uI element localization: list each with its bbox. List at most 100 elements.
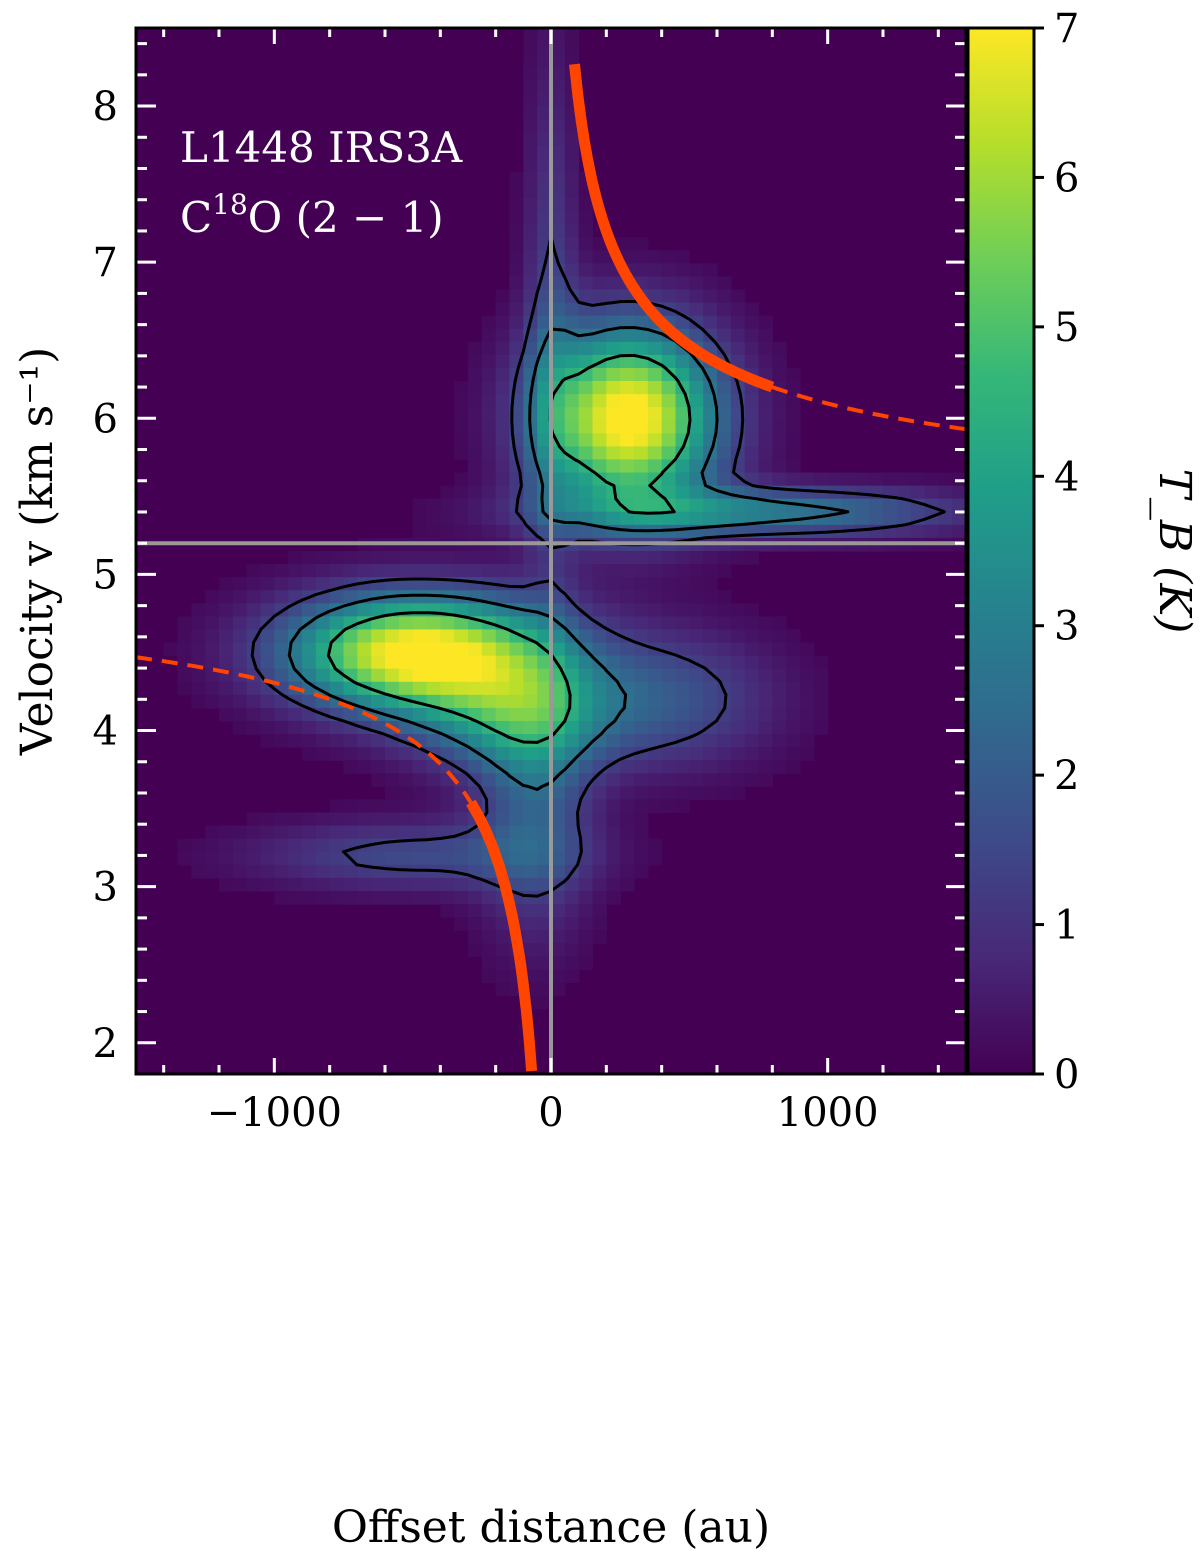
heatmap-cell bbox=[551, 747, 566, 761]
heatmap-cell bbox=[578, 197, 594, 212]
heatmap-cell bbox=[717, 394, 732, 408]
heatmap-cell bbox=[578, 864, 594, 879]
heatmap-cell bbox=[495, 341, 511, 356]
heatmap-cell bbox=[191, 603, 206, 617]
heatmap-cell bbox=[592, 472, 607, 487]
heatmap-cell bbox=[468, 890, 483, 905]
heatmap-cell bbox=[288, 564, 303, 578]
heatmap-cell bbox=[730, 707, 746, 722]
heatmap-cell bbox=[689, 629, 704, 644]
heatmap-cell bbox=[523, 41, 538, 55]
heatmap-cell bbox=[274, 642, 289, 657]
heatmap-cell bbox=[440, 812, 455, 827]
heatmap-cell bbox=[564, 799, 580, 814]
heatmap-cell bbox=[634, 341, 649, 356]
heatmap-cell bbox=[634, 590, 649, 604]
heatmap-cell bbox=[481, 472, 497, 487]
heatmap-cell bbox=[689, 551, 704, 565]
heatmap-cell bbox=[315, 655, 331, 670]
heatmap-cell bbox=[343, 590, 358, 604]
heatmap-cell bbox=[758, 394, 773, 408]
heatmap-cell bbox=[578, 956, 594, 970]
heatmap-cell bbox=[371, 603, 386, 617]
heatmap-cell bbox=[412, 812, 428, 827]
heatmap-cell bbox=[647, 407, 663, 421]
heatmap-cell bbox=[219, 642, 234, 657]
heatmap-cell bbox=[758, 446, 773, 461]
heatmap-cell bbox=[606, 760, 621, 774]
heatmap-cell bbox=[481, 498, 497, 513]
heatmap-cell bbox=[454, 511, 469, 526]
heatmap-cell bbox=[191, 838, 206, 853]
heatmap-cell bbox=[689, 590, 704, 604]
heatmap-cell bbox=[219, 877, 234, 892]
heatmap-cell bbox=[813, 707, 829, 722]
heatmap-cell bbox=[537, 825, 552, 840]
heatmap-cell bbox=[468, 381, 483, 395]
heatmap-cell bbox=[371, 564, 386, 578]
heatmap-cell bbox=[578, 250, 594, 264]
heatmap-cell bbox=[717, 328, 732, 343]
heatmap-cell bbox=[578, 577, 594, 591]
heatmap-cell bbox=[647, 498, 663, 513]
heatmap-cell bbox=[689, 668, 704, 683]
heatmap-cell bbox=[717, 760, 732, 774]
heatmap-cell bbox=[398, 642, 414, 657]
heatmap-cell bbox=[495, 524, 511, 539]
heatmap-cell bbox=[315, 851, 331, 866]
heatmap-cell bbox=[647, 551, 663, 565]
heatmap-cell bbox=[551, 590, 566, 604]
heatmap-cell bbox=[564, 590, 580, 604]
heatmap-cell bbox=[592, 551, 607, 565]
heatmap-cell bbox=[495, 812, 511, 827]
heatmap-cell bbox=[468, 904, 483, 918]
heatmap-cell bbox=[564, 877, 580, 892]
heatmap-cell bbox=[689, 263, 704, 278]
heatmap-cell bbox=[551, 969, 566, 984]
heatmap-cell bbox=[398, 851, 414, 866]
heatmap-cell bbox=[661, 289, 677, 304]
heatmap-cell bbox=[468, 603, 483, 617]
heatmap-cell bbox=[634, 485, 649, 500]
heatmap-cell bbox=[551, 956, 566, 970]
heatmap-cell bbox=[744, 603, 760, 617]
y-tick-label: 7 bbox=[93, 240, 118, 286]
heatmap-cell bbox=[426, 681, 441, 696]
heatmap-cell bbox=[647, 381, 663, 395]
heatmap-cell bbox=[454, 890, 469, 905]
heatmap-cell bbox=[634, 629, 649, 644]
heatmap-cell bbox=[578, 629, 594, 644]
y-tick-label: 3 bbox=[93, 865, 118, 911]
heatmap-cell bbox=[578, 812, 594, 827]
heatmap-cell bbox=[177, 616, 192, 631]
heatmap-cell bbox=[371, 812, 386, 827]
heatmap-cell bbox=[772, 655, 787, 670]
heatmap-cell bbox=[661, 681, 677, 696]
reference-lines bbox=[136, 28, 966, 1074]
heatmap-cell bbox=[357, 812, 372, 827]
heatmap-cell bbox=[634, 668, 649, 683]
heatmap-cell bbox=[675, 720, 690, 735]
heatmap-cell bbox=[564, 197, 580, 212]
heatmap-cell bbox=[592, 812, 607, 827]
heatmap-cell bbox=[315, 720, 331, 735]
heatmap-cell bbox=[717, 420, 732, 434]
heatmap-cell bbox=[551, 851, 566, 866]
heatmap-cell bbox=[924, 485, 939, 500]
heatmap-cell bbox=[717, 747, 732, 761]
heatmap-cell bbox=[551, 394, 566, 408]
heatmap-cell bbox=[371, 655, 386, 670]
heatmap-cell bbox=[523, 760, 538, 774]
heatmap-cell bbox=[219, 616, 234, 631]
heatmap-cell bbox=[606, 341, 621, 356]
heatmap-cell bbox=[564, 250, 580, 264]
heatmap-cell bbox=[523, 171, 538, 186]
axis-ticks: −1000 0 1000 2 3 4 5 6 7 8 bbox=[93, 28, 966, 1136]
heatmap-cell bbox=[551, 812, 566, 827]
heatmap-cell bbox=[758, 707, 773, 722]
heatmap-cell bbox=[675, 616, 690, 631]
heatmap-cell bbox=[634, 367, 649, 382]
heatmap-cell bbox=[564, 224, 580, 238]
heatmap-cell bbox=[315, 668, 331, 683]
heatmap-cell bbox=[703, 407, 718, 421]
